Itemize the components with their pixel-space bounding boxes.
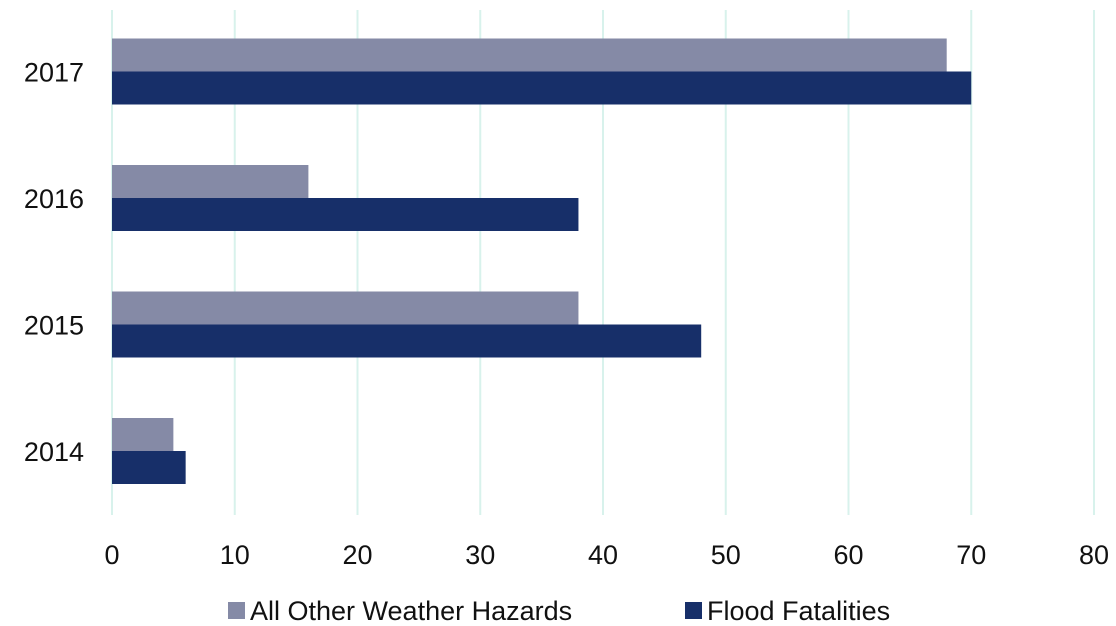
legend-label-all-other-weather-hazards: All Other Weather Hazards (250, 596, 572, 626)
category-label-2015: 2015 (24, 311, 84, 341)
x-axis-tick-labels: 0 10 20 30 40 50 60 70 80 (104, 540, 1109, 570)
bar-2016-all-other-weather-hazards (112, 165, 309, 198)
bar-2017-flood-fatalities (112, 71, 972, 105)
bar-2015-flood-fatalities (112, 324, 702, 358)
category-label-2017: 2017 (24, 58, 84, 88)
x-tick-label-10: 10 (220, 540, 250, 570)
legend-label-flood-fatalities: Flood Fatalities (707, 596, 890, 626)
x-tick-label-80: 80 (1079, 540, 1109, 570)
bar-2016-flood-fatalities (112, 198, 579, 231)
x-tick-label-30: 30 (465, 540, 495, 570)
bar-2015-all-other-weather-hazards (112, 291, 579, 325)
category-labels: 2017 2016 2015 2014 (24, 58, 84, 468)
bar-2017-all-other-weather-hazards (112, 38, 947, 72)
bars (112, 38, 972, 484)
legend-swatch-all-other-weather-hazards (228, 602, 245, 619)
x-tick-label-0: 0 (104, 540, 119, 570)
x-tick-label-70: 70 (956, 540, 986, 570)
legend-swatch-flood-fatalities (685, 602, 702, 619)
legend: All Other Weather Hazards Flood Fataliti… (228, 596, 890, 626)
category-label-2016: 2016 (24, 184, 84, 214)
bar-2014-flood-fatalities (112, 451, 186, 484)
x-tick-label-50: 50 (711, 540, 741, 570)
x-tick-label-20: 20 (342, 540, 372, 570)
category-label-2014: 2014 (24, 437, 84, 467)
bar-2014-all-other-weather-hazards (112, 418, 174, 451)
x-tick-label-40: 40 (588, 540, 618, 570)
x-tick-label-60: 60 (833, 540, 863, 570)
